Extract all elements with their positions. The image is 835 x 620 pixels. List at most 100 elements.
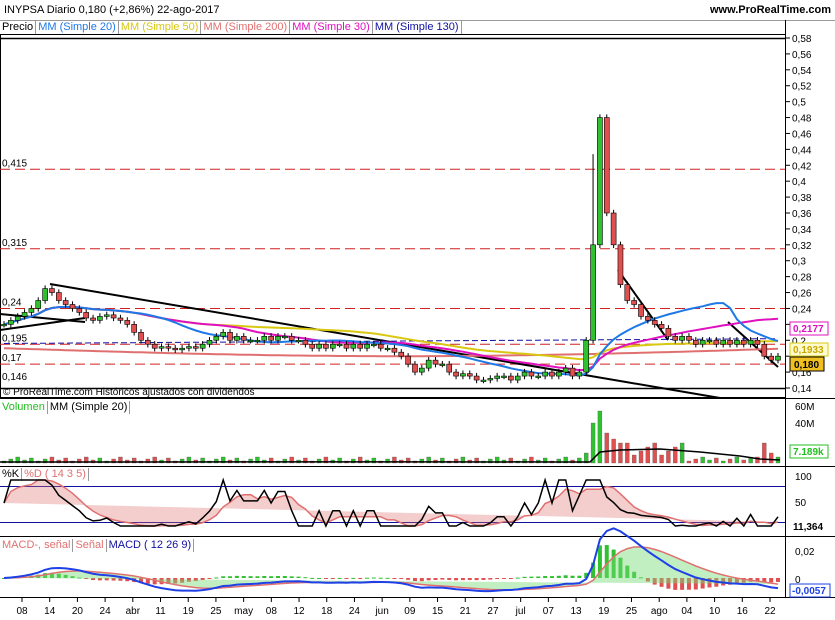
macd-hist-bar[interactable] [597,545,602,578]
macd-hist-bar[interactable] [180,578,185,583]
volume-bar[interactable] [316,458,322,464]
volume-bar[interactable] [234,457,240,464]
candle-body[interactable] [206,339,213,345]
macd-hist-bar[interactable] [680,578,685,590]
legend-macd-signal[interactable]: Señal [73,538,107,552]
macd-hist-bar[interactable] [652,578,657,585]
volume-bar[interactable] [597,410,603,464]
macd-hist-bar[interactable] [282,575,287,578]
candle-body[interactable] [425,359,432,369]
macd-hist-bar[interactable] [495,578,500,579]
volume-bar[interactable] [358,456,363,464]
legend-sma200[interactable]: MM (Simple 200) [201,20,291,34]
macd-hist-bar[interactable] [515,577,520,579]
candle-body[interactable] [76,308,83,313]
candle-body[interactable] [336,343,343,347]
candle-body[interactable] [8,320,14,325]
macd-hist-bar[interactable] [543,576,548,578]
candle-body[interactable] [377,343,384,349]
macd-hist-bar[interactable] [522,576,527,578]
candle-body[interactable] [583,339,590,373]
candle-body[interactable] [412,363,418,373]
candle-body[interactable] [1,324,7,327]
candle-body[interactable] [186,346,192,349]
macd-hist-bar[interactable] [734,578,739,584]
candle-body[interactable] [329,343,336,349]
candle-body[interactable] [603,117,610,214]
volume-bar[interactable] [741,459,746,464]
volume-bar[interactable] [529,456,534,464]
volume-bar[interactable] [221,456,226,464]
macd-hist-bar[interactable] [693,578,698,590]
stoch-k-line[interactable] [3,477,779,528]
candle-body[interactable] [62,300,69,305]
candle-body[interactable] [617,244,624,285]
candle-body[interactable] [597,117,603,246]
macd-hist-bar[interactable] [104,578,109,581]
macd-hist-bar[interactable] [221,576,226,578]
candle-body[interactable] [309,343,316,349]
candle-body[interactable] [35,300,42,309]
candle-body[interactable] [487,378,494,381]
volume-bar[interactable] [385,458,390,464]
macd-hist-bar[interactable] [392,578,397,579]
candle-body[interactable] [706,339,713,343]
candle-body[interactable] [638,304,644,317]
candle-body[interactable] [343,343,350,349]
candle-body[interactable] [151,343,158,349]
candle-body[interactable] [213,335,220,341]
macd-hist-bar[interactable] [433,578,438,580]
candle-body[interactable] [227,332,233,341]
legend-sma20[interactable]: MM (Simple 20) [36,20,119,34]
macd-hist-bar[interactable] [700,578,705,589]
volume-bar[interactable] [15,456,20,464]
candle-body[interactable] [42,288,48,301]
macd-line[interactable] [3,527,779,593]
macd-hist-bar[interactable] [426,578,431,581]
volume-bar[interactable] [29,457,34,464]
macd-hist-bar[interactable] [529,576,534,578]
candle-body[interactable] [69,304,76,309]
macd-hist-bar[interactable] [591,562,596,578]
candle-body[interactable] [172,347,179,351]
macd-hist-bar[interactable] [508,578,513,579]
candle-body[interactable] [357,343,363,349]
volume-bar[interactable] [337,457,342,464]
candle-body[interactable] [631,300,637,305]
candle-body[interactable] [391,347,398,353]
candle-body[interactable] [316,343,322,349]
macd-hist-bar[interactable] [358,578,363,579]
macd-hist-bar[interactable] [91,578,96,581]
macd-hist-bar[interactable] [474,578,479,581]
macd-hist-bar[interactable] [2,578,6,579]
volume-bar[interactable] [727,458,733,464]
site-url[interactable]: www.ProRealTime.com [709,4,831,16]
macd-hist-bar[interactable] [762,578,767,582]
macd-hist-bar[interactable] [214,577,219,579]
candle-body[interactable] [165,346,172,349]
volume-bar[interactable] [625,442,630,464]
macd-hist-bar[interactable] [255,576,260,578]
legend-stoch-k[interactable]: %K [0,467,23,481]
macd-hist-bar[interactable] [337,577,342,579]
stoch-d-line[interactable] [3,479,779,527]
macd-hist-bar[interactable] [570,575,575,578]
macd-hist-bar[interactable] [262,575,267,578]
candle-body[interactable] [49,288,55,293]
candle-body[interactable] [158,346,165,349]
candle-body[interactable] [556,371,562,377]
candle-body[interactable] [453,371,459,377]
volume-bar[interactable] [604,432,609,464]
macd-hist-bar[interactable] [776,578,780,582]
macd-hist-bar[interactable] [138,578,143,584]
legend-price[interactable]: Precio [0,20,37,34]
volume-bar[interactable] [84,456,89,464]
volume-bar[interactable] [495,456,500,464]
candle-body[interactable] [665,328,672,337]
macd-hist-bar[interactable] [460,578,465,581]
candle-body[interactable] [775,355,781,361]
macd-hist-bar[interactable] [145,578,150,584]
volume-bar[interactable] [542,457,548,464]
volume-bar[interactable] [426,456,431,464]
volume-bar[interactable] [200,457,205,464]
